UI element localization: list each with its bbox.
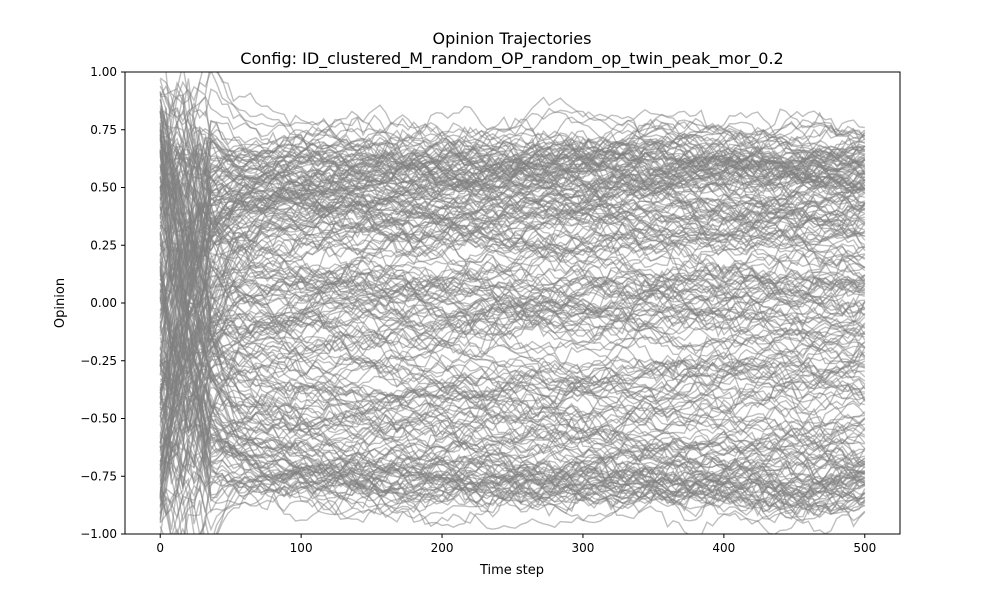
x-tick-label: 100 xyxy=(290,541,313,555)
chart-title: Opinion Trajectories xyxy=(433,29,592,48)
chart-subtitle: Config: ID_clustered_M_random_OP_random_… xyxy=(240,49,783,69)
x-axis-label: Time step xyxy=(479,563,544,578)
y-tick-label: −0.25 xyxy=(80,354,117,368)
y-tick-label: 0.50 xyxy=(90,181,117,195)
y-tick-label: −0.50 xyxy=(80,412,117,426)
x-tick-label: 300 xyxy=(572,541,595,555)
y-tick-label: −0.75 xyxy=(80,469,117,483)
y-tick-label: 1.00 xyxy=(90,65,117,79)
x-tick-label: 200 xyxy=(431,541,454,555)
y-tick-label: 0.00 xyxy=(90,296,117,310)
y-tick-label: −1.00 xyxy=(80,527,117,541)
y-tick-label: 0.25 xyxy=(90,238,117,252)
y-tick-label: 0.75 xyxy=(90,123,117,137)
y-axis-label: Opinion xyxy=(53,278,68,328)
x-tick-label: 500 xyxy=(853,541,876,555)
x-tick-label: 0 xyxy=(156,541,164,555)
x-tick-label: 400 xyxy=(712,541,735,555)
